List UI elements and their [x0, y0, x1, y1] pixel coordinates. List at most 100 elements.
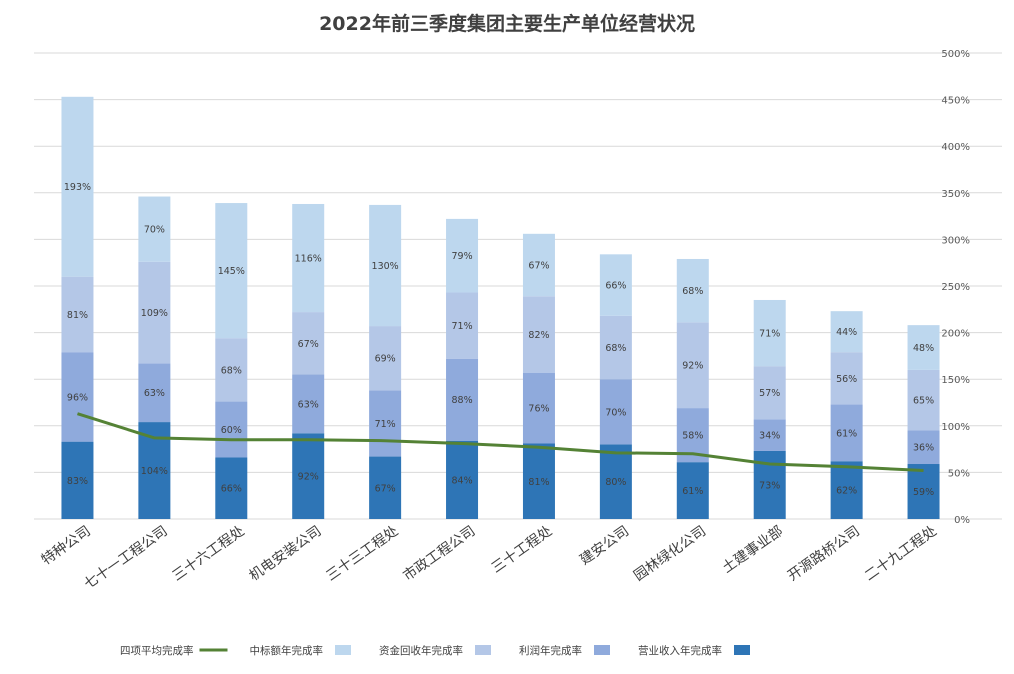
data-label: 58%	[682, 431, 703, 442]
data-label: 96%	[67, 392, 88, 403]
bar-3	[522, 296, 555, 373]
data-label: 68%	[682, 286, 703, 297]
data-label: 130%	[372, 261, 399, 272]
legend-swatch	[335, 645, 351, 655]
data-label: 145%	[218, 266, 245, 277]
data-label: 70%	[605, 407, 626, 418]
bar-3	[753, 366, 786, 420]
bar-4	[138, 196, 171, 262]
y-tick-label: 0%	[954, 515, 970, 526]
bar-1	[61, 441, 94, 519]
y-tick-label: 100%	[941, 422, 970, 433]
y-tick-label: 400%	[941, 142, 970, 153]
data-label: 116%	[295, 254, 322, 265]
y-tick-label: 150%	[941, 375, 970, 386]
bar-1	[907, 464, 940, 519]
data-label: 80%	[605, 477, 626, 488]
data-label: 63%	[144, 388, 165, 399]
bar-3	[138, 261, 171, 364]
bar-1	[215, 457, 248, 519]
data-label: 61%	[836, 428, 857, 439]
legend-swatch	[734, 645, 750, 655]
data-label: 193%	[64, 182, 91, 193]
bar-4	[215, 203, 248, 339]
data-label: 71%	[451, 321, 472, 332]
bar-1	[369, 456, 402, 519]
legend-label: 资金回收年完成率	[379, 644, 463, 657]
data-label: 76%	[528, 404, 549, 415]
bar-4	[292, 203, 325, 313]
data-label: 66%	[605, 281, 626, 292]
bar-3	[61, 276, 94, 353]
bar-4	[446, 218, 479, 293]
bar-4	[599, 254, 632, 316]
data-label: 71%	[375, 419, 396, 430]
data-label: 81%	[67, 310, 88, 321]
data-label: 71%	[759, 329, 780, 340]
y-tick-label: 500%	[941, 49, 970, 60]
legend-swatch	[594, 645, 610, 655]
data-label: 84%	[451, 475, 472, 486]
bar-1	[599, 444, 632, 519]
bar-4	[907, 325, 940, 370]
y-tick-label: 450%	[941, 96, 970, 107]
bar-4	[369, 204, 402, 327]
data-label: 68%	[221, 365, 242, 376]
data-label: 83%	[67, 476, 88, 487]
data-label: 104%	[141, 466, 168, 477]
bar-4	[522, 233, 555, 297]
data-label: 57%	[759, 388, 780, 399]
data-label: 92%	[298, 472, 319, 483]
y-tick-label: 350%	[941, 189, 970, 200]
data-label: 92%	[682, 361, 703, 372]
bar-2	[292, 374, 325, 434]
data-label: 66%	[221, 484, 242, 495]
bar-2	[61, 352, 94, 442]
bar-1	[292, 433, 325, 519]
data-label: 36%	[913, 443, 934, 454]
data-label: 63%	[298, 399, 319, 410]
data-label: 56%	[836, 374, 857, 385]
data-label: 65%	[913, 396, 934, 407]
bar-3	[369, 326, 402, 391]
data-label: 48%	[913, 343, 934, 354]
bar-2	[907, 430, 940, 465]
data-label: 59%	[913, 487, 934, 498]
chart-title: 2022年前三季度集团主要生产单位经营状况	[319, 12, 695, 35]
legend-label: 利润年完成率	[519, 644, 582, 657]
legend-label: 四项平均完成率	[120, 644, 194, 657]
data-label: 67%	[298, 339, 319, 350]
bar-1	[830, 461, 863, 519]
data-label: 79%	[451, 251, 472, 262]
data-label: 60%	[221, 425, 242, 436]
bar-1	[446, 440, 479, 519]
bar-1	[676, 462, 709, 519]
data-label: 88%	[451, 395, 472, 406]
data-label: 34%	[759, 431, 780, 442]
data-label: 61%	[682, 486, 703, 497]
bar-4	[753, 299, 786, 367]
bar-1	[522, 443, 555, 519]
bar-2	[446, 358, 479, 441]
bar-3	[215, 338, 248, 402]
data-label: 70%	[144, 225, 165, 236]
bar-2	[753, 419, 786, 451]
bar-3	[676, 322, 709, 409]
y-tick-label: 200%	[941, 329, 970, 340]
bar-3	[292, 312, 325, 375]
data-label: 73%	[759, 480, 780, 491]
data-label: 82%	[528, 330, 549, 341]
bar-4	[61, 96, 94, 277]
bar-3	[599, 315, 632, 380]
y-tick-label: 300%	[941, 235, 970, 246]
y-tick-label: 50%	[948, 468, 970, 479]
legend-swatch	[475, 645, 491, 655]
data-label: 44%	[836, 327, 857, 338]
data-label: 69%	[375, 354, 396, 365]
legend-label: 中标额年完成率	[250, 644, 324, 657]
bar-3	[446, 292, 479, 359]
bar-4	[676, 258, 709, 323]
bar-2	[215, 401, 248, 458]
